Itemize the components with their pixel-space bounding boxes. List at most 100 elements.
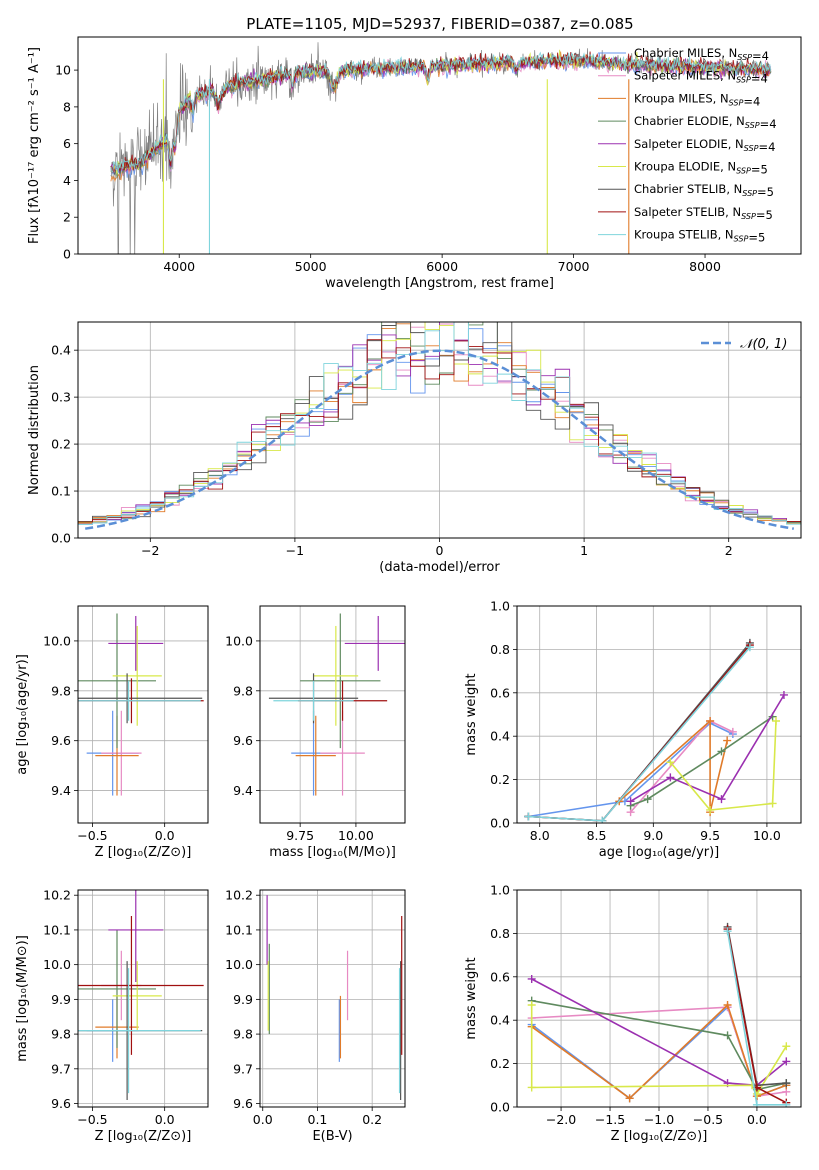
weight-marker (598, 816, 607, 823)
x-tick-label: −1 (286, 543, 304, 558)
y-tick-label: 9.6 (233, 1096, 253, 1111)
plot-area (110, 42, 772, 254)
axes-frame (516, 889, 802, 1108)
weight-series (528, 646, 751, 822)
weight-marker (666, 758, 675, 767)
y-tick-label: 10 (55, 63, 71, 78)
weight-marker (723, 736, 732, 745)
weight-series (528, 642, 751, 822)
weight-marker (706, 717, 715, 726)
y-tick-label: 9.7 (51, 1061, 71, 1076)
y-axis-label: Normed distribution (27, 365, 42, 495)
axes-frame (77, 321, 802, 539)
y-tick-label: 9.8 (51, 683, 71, 698)
x-tick-label: 0.0 (155, 1112, 175, 1127)
legend-entry: 𝒩(0, 1) (740, 337, 787, 352)
plot-area (78, 322, 801, 538)
axes-frame (516, 605, 802, 824)
x-tick-label: 0.0 (155, 828, 175, 843)
plot-area (524, 638, 788, 823)
y-tick-label: 0.4 (490, 729, 510, 744)
legend-entry: Chabrier ELODIE, NSSP=4 (634, 114, 777, 131)
weight-series (669, 720, 777, 811)
x-tick-label: 0 (436, 543, 444, 558)
y-tick-label: 10.1 (225, 922, 253, 937)
y-tick-label: 9.6 (51, 733, 71, 748)
y-tick-label: 9.8 (233, 1027, 253, 1042)
weight-marker (666, 773, 675, 782)
y-tick-label: 10.0 (43, 633, 71, 648)
weight-marker (717, 747, 726, 756)
x-axis-label: Z [log₁₀(Z/Z⊙)] (611, 1129, 708, 1144)
legend-entry: Kroupa ELODIE, NSSP=5 (634, 160, 768, 177)
y-tick-label: 9.7 (233, 1061, 253, 1076)
figure-title: PLATE=1105, MJD=52937, FIBERID=0387, z=0… (246, 15, 633, 33)
x-tick-label: 8000 (689, 259, 721, 274)
legend-entry: Kroupa MILES, NSSP=4 (634, 91, 760, 108)
y-tick-label: 0 (63, 247, 71, 262)
weight-marker (782, 1057, 791, 1066)
y-axis-label: mass [log₁₀(M/M⊙)] (15, 935, 30, 1062)
weight-marker (527, 974, 536, 983)
weight-series (630, 694, 785, 802)
plot-area (268, 613, 405, 796)
x-axis-label: Z [log₁₀(Z/Z⊙)] (95, 1129, 192, 1144)
gaussian-curve (84, 349, 795, 530)
y-tick-label: 0.2 (490, 1056, 510, 1071)
y-tick-label: 1.0 (490, 883, 510, 898)
x-tick-label: −2 (141, 543, 159, 558)
x-tick-label: 0.2 (362, 1112, 382, 1127)
y-tick-label: 9.9 (233, 992, 253, 1007)
weight-marker (527, 1001, 536, 1010)
x-tick-label: −1.0 (644, 1112, 674, 1127)
x-tick-label: 4000 (163, 259, 195, 274)
x-tick-label: 0.0 (253, 1112, 273, 1127)
y-axis-label: mass weight (464, 957, 479, 1039)
x-axis-label: (data-model)/error (379, 560, 500, 575)
weight-marker (625, 1094, 634, 1103)
y-tick-label: 10.2 (43, 888, 71, 903)
x-tick-label: 6000 (426, 259, 458, 274)
panel-spectrum: 4000 5000 6000 7000 8000 0 2 4 6 8 10 wavelength [A… (27, 36, 802, 291)
weight-marker (524, 812, 533, 821)
x-axis-label: mass [log₁₀(M/M⊙)] (269, 845, 396, 860)
y-tick-label: 9.8 (51, 1027, 71, 1042)
legend-entry: Chabrier STELIB, NSSP=5 (634, 182, 774, 199)
y-tick-label: 9.9 (51, 992, 71, 1007)
weight-marker (772, 717, 781, 726)
weight-marker (768, 799, 777, 808)
panel-mass-vs-Z: −0.5 0.0 9.6 9.7 9.8 9.9 10.0 10.1 10.2 Z [log₁₀(… (15, 888, 209, 1144)
y-axis-label: Flux [fλ10⁻¹⁷ erg cm⁻² s⁻¹ A⁻¹] (27, 47, 42, 244)
weight-series (630, 716, 774, 807)
panel-mass-vs-ebv: 0.0 0.1 0.2 9.6 9.7 9.8 9.9 10.0 10.1 10.2 E(B-V) (225, 888, 406, 1144)
y-tick-label: 2 (63, 210, 71, 225)
x-tick-label: 0.0 (747, 1112, 767, 1127)
residual-histogram (78, 339, 801, 538)
weight-series (531, 978, 787, 1087)
axes-frame (77, 36, 802, 255)
residual-histogram (78, 322, 801, 538)
x-axis-label: E(B-V) (312, 1129, 352, 1144)
panel-residuals: −2 −1 0 1 2 0.0 0.1 0.2 0.3 0.4 (data-model)/error… (27, 321, 802, 575)
panel-age-vs-mass: 9.75 10.00 9.4 9.6 9.8 10.0 mass [log₁₀(M/M⊙)] (225, 605, 406, 860)
plot-area (78, 890, 204, 1101)
x-tick-label: 0.1 (308, 1112, 328, 1127)
panel-mass-weight-vs-Z: −2.0 −1.5 −1.0 −0.5 0.0 0.0 0.2 0.4 0.6 0.8 1.0 Z [… (464, 883, 802, 1144)
legend-entry: Salpeter MILES, NSSP=4 (634, 69, 768, 86)
y-tick-label: 9.6 (233, 733, 253, 748)
axes-frame (259, 889, 406, 1108)
x-tick-label: 7000 (558, 259, 590, 274)
weight-marker (723, 1031, 732, 1040)
y-tick-label: 0.4 (490, 1013, 510, 1028)
weight-marker (752, 1100, 761, 1107)
plot-area (527, 922, 791, 1107)
x-tick-label: 8.0 (530, 828, 550, 843)
x-tick-label: 9.5 (700, 828, 720, 843)
weight-series (618, 719, 728, 813)
x-axis-label: Z [log₁₀(Z/Z⊙)] (95, 845, 192, 860)
weight-marker (723, 1001, 732, 1010)
y-tick-label: 0.6 (490, 969, 510, 984)
weight-marker (782, 1079, 791, 1088)
